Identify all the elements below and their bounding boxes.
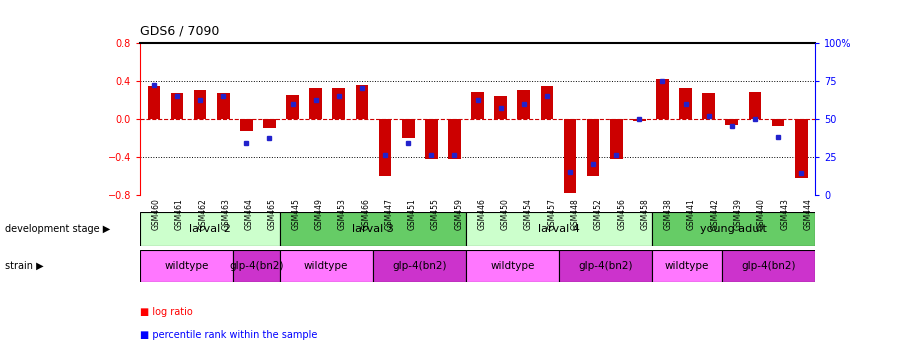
Text: wildtype: wildtype [164, 261, 209, 271]
Text: GSM442: GSM442 [710, 198, 719, 230]
Text: GSM461: GSM461 [175, 198, 184, 230]
Text: GSM450: GSM450 [501, 198, 510, 230]
Bar [633, 119, 646, 121]
Bar [466, 212, 652, 246]
Text: glp-4(bn2): glp-4(bn2) [578, 261, 633, 271]
Text: wildtype: wildtype [665, 261, 709, 271]
Bar [772, 119, 785, 126]
Text: GSM439: GSM439 [734, 198, 742, 230]
Text: GSM447: GSM447 [384, 198, 393, 230]
Bar [722, 250, 815, 282]
Text: larval 4: larval 4 [538, 224, 580, 235]
Bar [356, 85, 368, 119]
Text: GSM464: GSM464 [245, 198, 254, 230]
Text: wildtype: wildtype [490, 261, 535, 271]
Bar [749, 92, 762, 119]
Text: GSM441: GSM441 [687, 198, 696, 230]
Bar [280, 212, 466, 246]
Bar [656, 79, 669, 119]
Text: strain ▶: strain ▶ [5, 261, 43, 271]
Bar [286, 95, 299, 119]
Text: GSM443: GSM443 [780, 198, 789, 230]
Bar [425, 119, 437, 160]
Text: GSM440: GSM440 [757, 198, 766, 230]
Bar [263, 119, 275, 128]
Text: GDS6 / 7090: GDS6 / 7090 [140, 24, 219, 37]
Text: GSM438: GSM438 [664, 198, 672, 230]
Bar [240, 119, 252, 131]
Bar [587, 119, 600, 176]
Bar [559, 250, 652, 282]
Text: wildtype: wildtype [304, 261, 348, 271]
Bar [466, 250, 559, 282]
Bar [726, 119, 739, 125]
Text: GSM459: GSM459 [454, 198, 463, 230]
Bar [652, 212, 815, 246]
Text: GSM458: GSM458 [640, 198, 649, 230]
Text: young adult: young adult [700, 224, 767, 235]
Bar [795, 119, 808, 178]
Text: GSM460: GSM460 [152, 198, 160, 230]
Bar [379, 119, 391, 176]
Text: larval 3: larval 3 [352, 224, 393, 235]
Bar [448, 119, 460, 159]
Text: GSM463: GSM463 [221, 198, 230, 230]
Bar [309, 88, 322, 119]
Text: GSM465: GSM465 [268, 198, 277, 230]
Bar [170, 93, 183, 119]
Bar [495, 96, 507, 119]
Bar [193, 90, 206, 119]
Text: GSM452: GSM452 [594, 198, 603, 230]
Bar [216, 93, 229, 119]
Text: GSM445: GSM445 [291, 198, 300, 230]
Text: larval 2: larval 2 [189, 224, 231, 235]
Bar [610, 119, 623, 159]
Text: ■ log ratio: ■ log ratio [140, 307, 192, 317]
Text: GSM448: GSM448 [571, 198, 579, 230]
Text: GSM455: GSM455 [431, 198, 440, 230]
Bar [564, 119, 577, 193]
Bar [703, 93, 715, 119]
Bar [140, 250, 233, 282]
Text: GSM444: GSM444 [803, 198, 812, 230]
Text: GSM454: GSM454 [524, 198, 533, 230]
Text: GSM457: GSM457 [547, 198, 556, 230]
Text: GSM449: GSM449 [315, 198, 323, 230]
Bar [373, 250, 466, 282]
Text: GSM446: GSM446 [477, 198, 486, 230]
Bar [541, 86, 554, 119]
Text: GSM466: GSM466 [361, 198, 370, 230]
Bar [472, 92, 484, 119]
Text: GSM451: GSM451 [408, 198, 416, 230]
Text: glp-4(bn2): glp-4(bn2) [741, 261, 796, 271]
Text: development stage ▶: development stage ▶ [5, 224, 110, 235]
Bar [332, 88, 345, 119]
Bar [147, 86, 160, 119]
Text: GSM462: GSM462 [198, 198, 207, 230]
Text: glp-4(bn2): glp-4(bn2) [392, 261, 447, 271]
Bar [280, 250, 373, 282]
Text: ■ percentile rank within the sample: ■ percentile rank within the sample [140, 330, 318, 340]
Text: glp-4(bn2): glp-4(bn2) [229, 261, 284, 271]
Bar [680, 88, 692, 119]
Text: GSM456: GSM456 [617, 198, 626, 230]
Bar [140, 212, 280, 246]
Bar [402, 119, 414, 138]
Bar [233, 250, 280, 282]
Bar [652, 250, 722, 282]
Bar [518, 90, 530, 119]
Text: GSM453: GSM453 [338, 198, 347, 230]
